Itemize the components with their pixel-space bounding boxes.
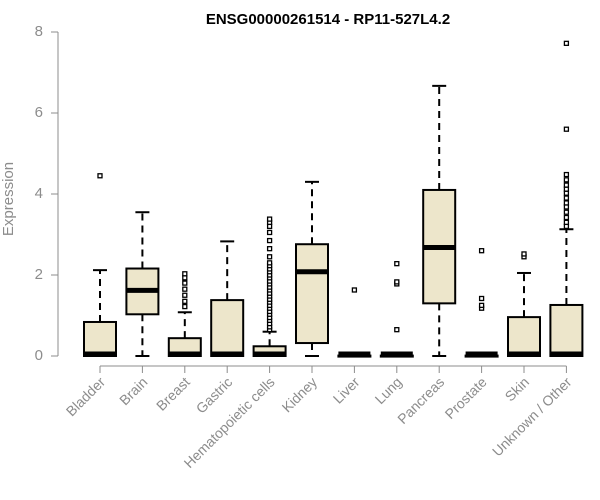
y-tick-label: 0 xyxy=(35,347,43,364)
outlier-point xyxy=(563,190,570,196)
outlier-point xyxy=(394,279,400,285)
box-lung xyxy=(379,261,414,358)
x-tick-label: Skin xyxy=(502,374,533,405)
y-axis-label: Expression xyxy=(0,162,17,236)
outlier-point xyxy=(266,229,273,236)
outlier-point xyxy=(563,177,570,183)
outlier-point xyxy=(182,292,188,298)
y-axis: 0 2 4 6 8 xyxy=(35,23,59,364)
outlier-point xyxy=(394,261,400,267)
outlier-point xyxy=(521,251,527,257)
x-tick-label: Pancreas xyxy=(394,374,447,427)
box-skin xyxy=(507,251,541,357)
outlier-point xyxy=(266,246,273,252)
y-tick-label: 2 xyxy=(35,266,43,283)
outlier-point xyxy=(563,195,570,201)
y-tick-label: 6 xyxy=(35,104,43,121)
outlier-point xyxy=(266,216,273,222)
x-tick-label: Unknown / Other xyxy=(489,374,575,460)
outlier-point xyxy=(182,298,188,304)
box-unknown-other xyxy=(549,40,584,357)
outlier-point xyxy=(478,295,485,302)
x-tick-label: Brain xyxy=(116,374,150,408)
y-tick-label: 8 xyxy=(35,23,43,40)
x-tick-label: Lung xyxy=(372,374,405,407)
plot-area xyxy=(83,40,584,358)
x-tick-label: Bladder xyxy=(63,374,109,420)
box-rect xyxy=(295,243,329,345)
box-kidney xyxy=(295,180,329,357)
box-rect xyxy=(507,316,541,357)
outlier-point xyxy=(97,173,103,179)
x-tick-label: Breast xyxy=(153,374,193,414)
outlier-point xyxy=(563,126,570,132)
outlier-point xyxy=(478,302,485,309)
outlier-point xyxy=(478,248,485,254)
box-breast xyxy=(167,271,202,357)
outlier-point xyxy=(266,237,273,244)
outlier-point xyxy=(182,271,188,277)
y-tick-label: 4 xyxy=(35,185,43,202)
box-gastric xyxy=(210,240,245,357)
outlier-point xyxy=(563,204,570,210)
outlier-point xyxy=(563,214,570,221)
outlier-point xyxy=(563,200,570,206)
outlier-point xyxy=(563,182,570,188)
outlier-point xyxy=(351,287,358,293)
outlier-point xyxy=(182,303,188,310)
outlier-point xyxy=(266,260,273,266)
outlier-point xyxy=(563,171,570,178)
outlier-point xyxy=(182,286,188,292)
outlier-point xyxy=(563,219,570,226)
x-tick-label: Kidney xyxy=(279,374,321,416)
outlier-point xyxy=(394,327,400,333)
box-rect xyxy=(83,320,117,358)
outlier-point xyxy=(182,280,188,286)
outlier-point xyxy=(266,254,273,260)
box-rect xyxy=(549,303,584,357)
outlier-point xyxy=(563,186,570,192)
box-pancreas xyxy=(422,84,457,357)
box-bladder xyxy=(83,173,117,358)
chart-title: ENSG00000261514 - RP11-527L4.2 xyxy=(206,11,450,28)
box-prostate xyxy=(464,248,499,358)
outlier-point xyxy=(563,209,570,215)
x-tick-label: Liver xyxy=(330,374,363,407)
box-hematopoietic-cells xyxy=(252,216,287,357)
box-rect xyxy=(210,299,245,357)
outlier-point xyxy=(563,40,570,46)
box-brain xyxy=(125,211,160,357)
box-liver xyxy=(337,287,372,358)
x-tick-label: Prostate xyxy=(442,374,490,422)
